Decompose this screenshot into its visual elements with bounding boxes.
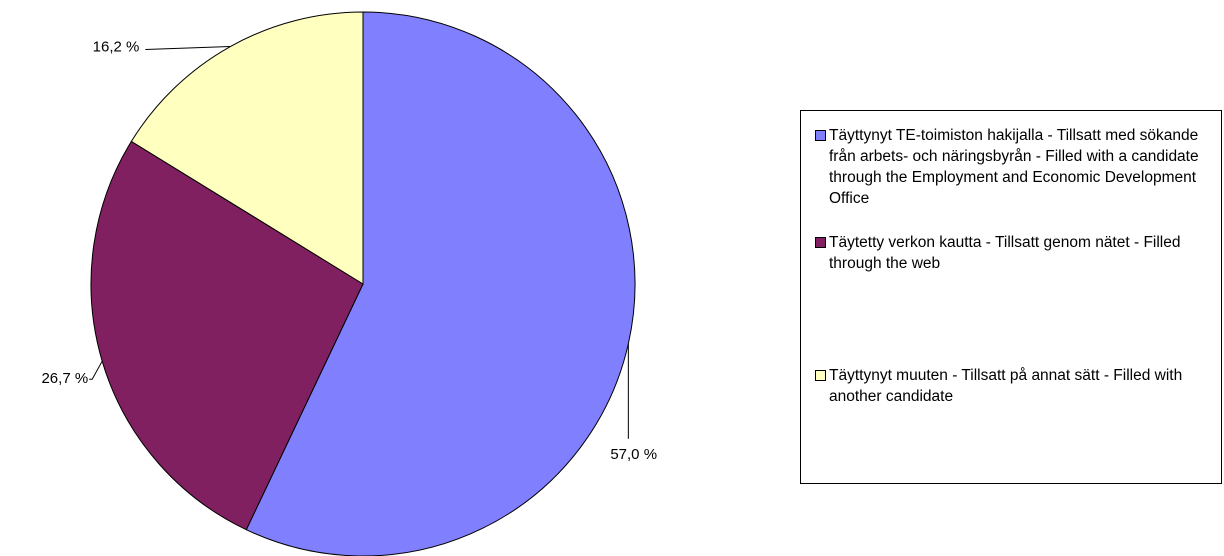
pie-slice (245, 11, 636, 556)
legend-swatch (815, 130, 826, 141)
legend-swatch (815, 237, 826, 248)
legend-label: Täytetty verkon kautta - Tillsatt genom … (829, 234, 1181, 272)
legend-swatch (815, 370, 826, 381)
legend: Täyttynyt TE-toimiston hakijalla - Tills… (800, 110, 1222, 484)
data-label: 16,2 % (93, 39, 140, 56)
legend-label: Täyttynyt muuten - Tillsatt på annat sät… (829, 367, 1183, 405)
pie-slice (130, 11, 364, 285)
pie-slice (90, 140, 364, 531)
leader-line (145, 46, 231, 51)
legend-item: Täytetty verkon kautta - Tillsatt genom … (815, 232, 1211, 274)
data-label: 57,0 % (610, 446, 657, 463)
legend-item: Täyttynyt TE-toimiston hakijalla - Tills… (815, 125, 1211, 209)
data-label: 26,7 % (41, 370, 88, 387)
legend-label: Täyttynyt TE-toimiston hakijalla - Tills… (829, 127, 1199, 207)
legend-item: Täyttynyt muuten - Tillsatt på annat sät… (815, 365, 1211, 407)
leader-line (89, 360, 103, 380)
